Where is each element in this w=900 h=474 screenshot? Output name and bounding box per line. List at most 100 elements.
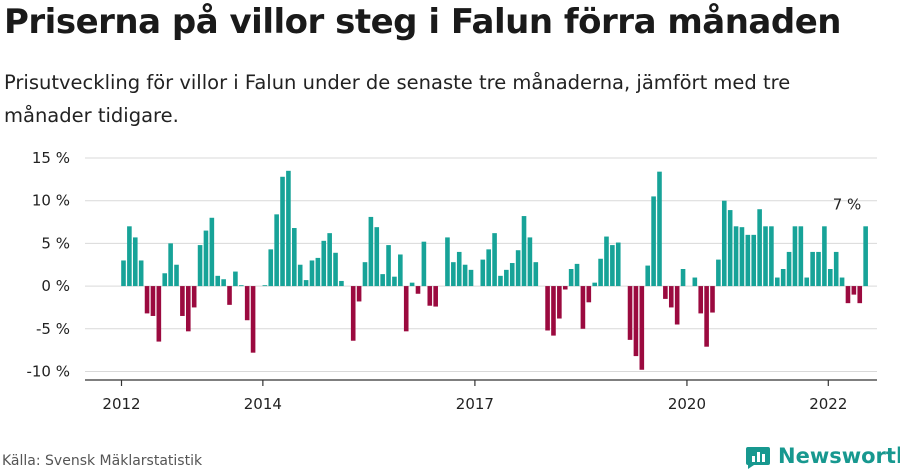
bar — [156, 286, 162, 342]
bar — [515, 250, 521, 287]
bar — [174, 264, 179, 287]
bar — [610, 245, 615, 287]
y-tick-label: 0 % — [41, 277, 70, 295]
bar-chart: 15 % 10 % 5 % 0 % -5 % -10 % 2012 2014 2017 2020… — [26, 149, 877, 413]
bar — [433, 286, 438, 307]
bar — [716, 259, 721, 287]
bar — [615, 242, 621, 287]
bar — [651, 196, 656, 287]
bar — [374, 227, 380, 287]
bar — [380, 274, 385, 287]
x-tick-label: 2017 — [456, 395, 494, 413]
bar — [250, 286, 256, 353]
bar — [845, 286, 851, 304]
bar — [180, 286, 185, 316]
bar — [680, 269, 686, 287]
bar — [568, 269, 574, 287]
bar — [562, 286, 568, 290]
bar — [286, 170, 291, 287]
bar — [132, 237, 138, 287]
bar — [668, 286, 674, 308]
bar — [368, 216, 374, 287]
bar — [792, 226, 798, 287]
bar — [480, 259, 486, 287]
bar — [244, 286, 250, 321]
bar — [398, 254, 403, 287]
bar — [327, 233, 332, 287]
bar — [121, 260, 126, 287]
bar — [421, 241, 427, 287]
bar — [504, 269, 509, 287]
bar — [203, 230, 209, 287]
bar — [521, 216, 527, 287]
bar — [574, 263, 580, 287]
x-tick-label: 2012 — [102, 395, 140, 413]
bar — [769, 226, 774, 287]
bar — [297, 264, 303, 287]
y-tick-label: 15 % — [32, 149, 70, 167]
bar — [403, 286, 409, 332]
bar — [456, 251, 462, 287]
bar — [727, 210, 733, 287]
bar — [721, 200, 727, 287]
x-axis-ticks: 2012 2014 2017 2020 2022 — [102, 380, 847, 413]
last-value-annotation: 7 % — [833, 195, 862, 213]
bar — [191, 286, 197, 308]
x-tick-label: 2022 — [809, 395, 847, 413]
x-tick-label: 2020 — [668, 395, 706, 413]
brand-logo: Newsworthy — [745, 441, 900, 471]
bar — [150, 286, 156, 316]
bar — [774, 277, 780, 287]
bar — [863, 226, 868, 287]
y-axis-ticks: 15 % 10 % 5 % 0 % -5 % -10 % — [26, 149, 70, 380]
bar — [227, 286, 232, 305]
bar — [857, 286, 863, 304]
bar — [533, 262, 539, 287]
bar — [798, 226, 804, 287]
bar — [392, 276, 397, 287]
bar — [350, 286, 356, 341]
bar — [486, 249, 491, 287]
bar — [427, 286, 433, 306]
bar — [692, 277, 698, 287]
bars — [121, 170, 868, 370]
bar — [710, 286, 715, 313]
bar — [698, 286, 704, 314]
bar — [527, 237, 533, 287]
bar — [733, 226, 739, 287]
chart-title: Priserna på villor steg i Falun förra må… — [4, 2, 841, 42]
bar — [268, 249, 274, 287]
bar — [604, 236, 609, 287]
bar — [586, 286, 592, 303]
y-tick-label: 5 % — [41, 234, 70, 252]
bar — [739, 227, 745, 287]
bar — [468, 269, 474, 287]
bar — [828, 269, 833, 287]
bar — [645, 265, 651, 287]
bar — [804, 277, 810, 287]
y-tick-label: -10 % — [26, 362, 70, 380]
bar — [786, 251, 792, 287]
chart-subtitle: Prisutveckling för villor i Falun under … — [4, 71, 791, 127]
newsworthy-logo-icon — [746, 447, 770, 469]
bar — [674, 286, 680, 325]
bar — [409, 282, 415, 287]
bar — [303, 280, 309, 287]
bar — [833, 251, 839, 287]
bar — [315, 257, 321, 287]
bar — [321, 240, 327, 287]
bar — [309, 260, 315, 287]
bar — [627, 286, 633, 340]
bar — [339, 280, 344, 287]
bar — [551, 286, 556, 336]
bar — [362, 262, 368, 287]
bar — [451, 262, 456, 287]
bar — [144, 286, 150, 314]
bar — [822, 226, 827, 287]
bar — [657, 171, 662, 287]
bar — [851, 286, 857, 295]
bar — [633, 286, 639, 357]
bar — [209, 217, 215, 287]
bar — [233, 271, 238, 287]
bar — [333, 252, 338, 287]
